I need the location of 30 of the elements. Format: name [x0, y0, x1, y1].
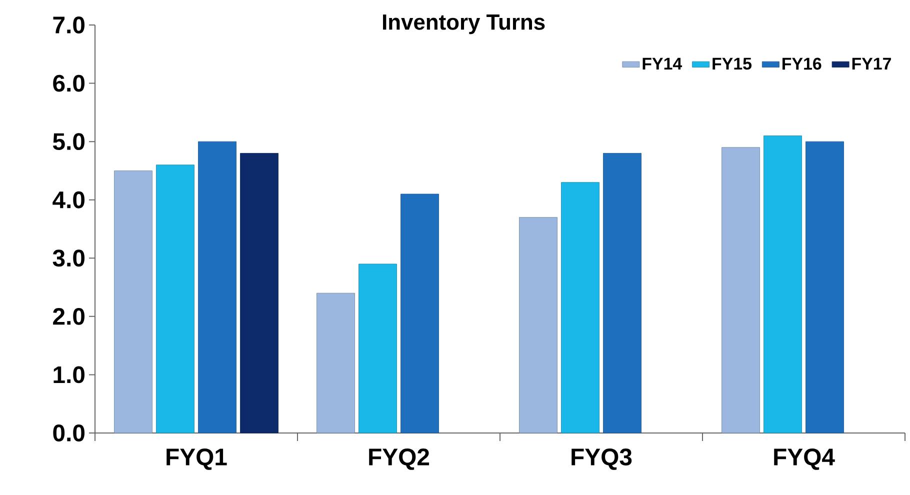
y-tick-label: 2.0 [53, 308, 84, 325]
x-tick-label: FYQ4 [774, 448, 835, 470]
bar [240, 153, 278, 434]
bar [603, 153, 642, 434]
bar [561, 182, 600, 434]
bar [198, 141, 236, 434]
bar [358, 264, 397, 434]
bar [114, 170, 152, 434]
legend-label: FY15 [712, 58, 752, 70]
y-tick-label: 6.0 [53, 74, 84, 92]
y-tick-label: 4.0 [52, 191, 84, 208]
bar [764, 136, 802, 434]
bar [722, 147, 760, 434]
chart-title: Inventory Turns [383, 14, 545, 34]
bar [316, 292, 355, 434]
y-tick-label: 0.0 [53, 424, 84, 442]
x-tick-label: FYQ2 [369, 448, 430, 470]
legend-label: FY16 [782, 58, 822, 70]
bar [156, 164, 194, 434]
x-tick-label: FYQ3 [572, 448, 632, 470]
y-tick-label: 3.0 [52, 250, 84, 267]
bar [806, 141, 844, 434]
x-tick-label: FYQ1 [166, 448, 227, 470]
legend-label: FY14 [642, 58, 682, 70]
y-tick-label: 5.0 [52, 133, 84, 150]
y-tick-label: 1.0 [54, 366, 84, 384]
bar [519, 217, 558, 434]
y-tick-label: 7.0 [53, 16, 84, 34]
bar [400, 194, 439, 434]
legend-label: FY17 [852, 58, 891, 70]
